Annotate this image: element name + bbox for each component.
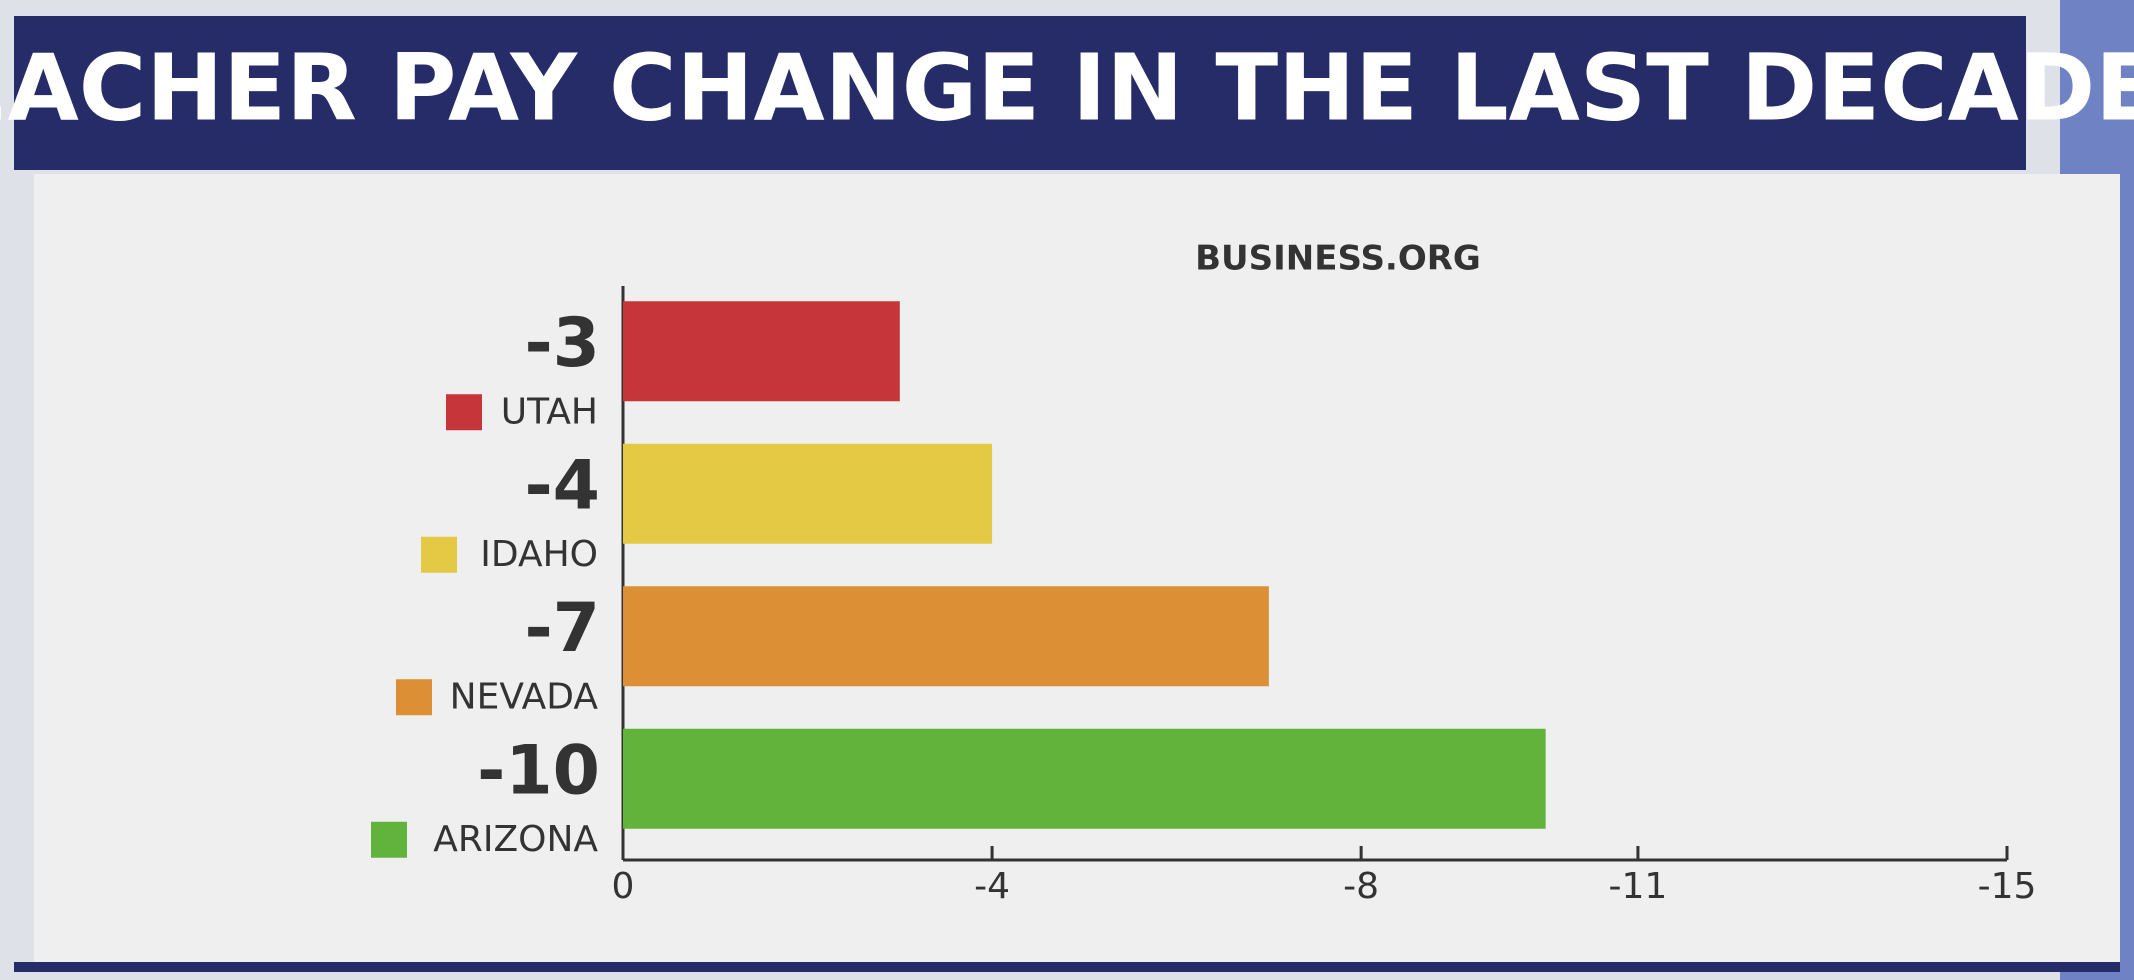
bar (623, 443, 993, 544)
value-label: -3 (524, 304, 600, 383)
value-label: -4 (524, 446, 600, 525)
swatch (421, 536, 457, 573)
value-label: -7 (524, 589, 600, 668)
chart-title: TEACHER PAY CHANGE IN THE LAST DECADE (0, 34, 2134, 141)
x-tick-label: -11 (1609, 866, 1668, 907)
title-banner (14, 16, 2026, 170)
source: BUSINESS.ORG (1195, 239, 1481, 279)
value-label: -10 (477, 731, 600, 810)
bar (623, 586, 1269, 687)
panel (34, 174, 2120, 964)
swatch (371, 821, 407, 858)
x-tick-label: -4 (974, 866, 1010, 907)
category-label: ARIZONA (433, 819, 598, 860)
category-label: NEVADA (450, 676, 599, 717)
bar (623, 728, 1546, 829)
category-label: IDAHO (480, 534, 598, 575)
x-tick-label: -15 (1978, 866, 2037, 907)
panel-footer (14, 962, 2120, 972)
swatch (396, 679, 432, 716)
category-label: UTAH (501, 391, 598, 432)
bar (623, 301, 900, 402)
swatch (446, 394, 482, 431)
x-tick-label: 0 (612, 866, 635, 907)
x-tick-label: -8 (1343, 866, 1379, 907)
